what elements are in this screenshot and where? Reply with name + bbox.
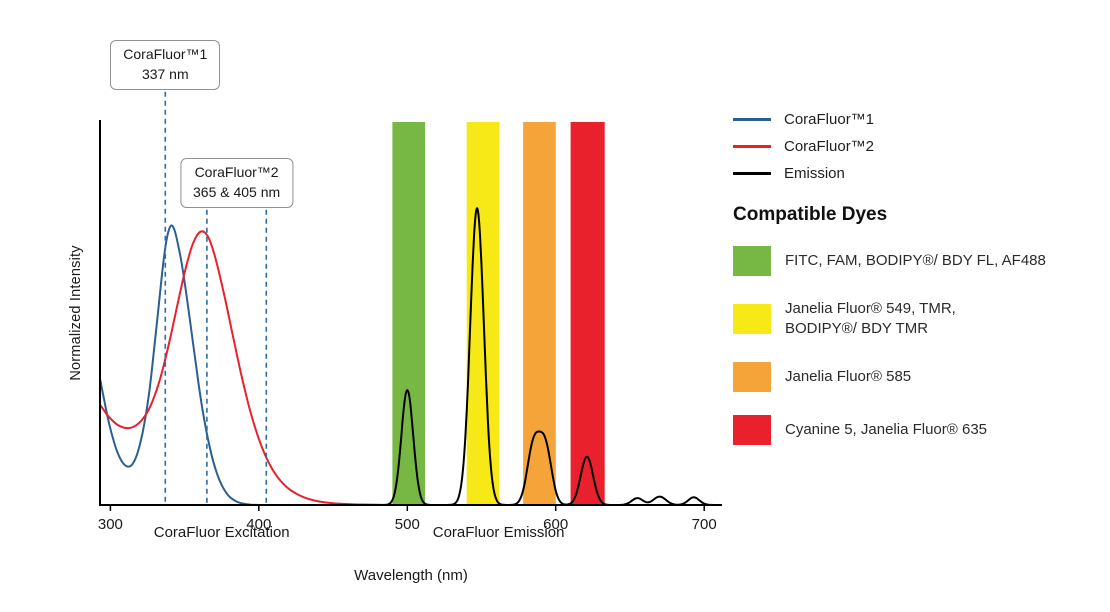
dye-color-swatch-red <box>733 414 771 445</box>
legend-item-emission: Emission <box>733 160 1095 187</box>
legend-line-swatch-emission <box>733 172 771 175</box>
x-tick-label: 600 <box>543 516 568 533</box>
dye-label: Janelia Fluor® 585 <box>785 367 912 385</box>
filter-bands-group <box>392 122 605 505</box>
callout-corafluor2-365-405nm: CoraFluor™2 365 & 405 nm <box>180 158 294 208</box>
filter-band-orange <box>523 122 556 505</box>
legend: CoraFluor™1 CoraFluor™2 Emission <box>733 106 1095 187</box>
legend-item-corafluor1: CoraFluor™1 <box>733 106 1095 133</box>
x-tick-label: 400 <box>246 516 271 533</box>
x-region-label-emission: CoraFluor Emission <box>432 524 565 541</box>
dye-label: Cyanine 5, Janelia Fluor® 635 <box>785 420 988 438</box>
legend-and-dyes-panel: CoraFluor™1 CoraFluor™2 Emission Compati… <box>733 106 1095 468</box>
x-region-label-excitation: CoraFluor Excitation <box>153 524 290 541</box>
legend-label: CoraFluor™1 <box>784 111 875 128</box>
callout-title: CoraFluor™1 <box>123 46 208 62</box>
excitation-marker-lines-group <box>164 91 268 505</box>
legend-line-swatch-corafluor2 <box>733 145 771 148</box>
x-axis-title: Wavelength (nm) <box>354 567 468 584</box>
legend-item-corafluor2: CoraFluor™2 <box>733 133 1095 160</box>
x-tick-label: 300 <box>98 516 123 533</box>
legend-line-swatch-corafluor1 <box>733 118 771 121</box>
legend-label: CoraFluor™2 <box>784 138 875 155</box>
dye-item-orange: Janelia Fluor® 585 <box>733 361 1095 392</box>
compatible-dyes-heading: Compatible Dyes <box>733 204 888 225</box>
legend-label: Emission <box>784 165 845 182</box>
callout-corafluor1-337nm: CoraFluor™1 337 nm <box>110 40 221 90</box>
x-tick-label: 700 <box>692 516 717 533</box>
callout-title: CoraFluor™2 <box>194 164 279 180</box>
dye-item-red: Cyanine 5, Janelia Fluor® 635 <box>733 414 1095 445</box>
dye-color-swatch-yellow <box>733 303 771 334</box>
y-axis-title: Normalized Intensity <box>68 245 84 381</box>
dye-label: FITC, FAM, BODIPY®/ BDY FL, AF488 <box>785 252 1046 270</box>
series-corafluor2-excitation <box>99 230 389 506</box>
filter-band-green <box>392 122 426 505</box>
series-corafluor1-excitation <box>99 224 260 506</box>
dye-color-swatch-orange <box>733 361 771 392</box>
axes-group: 300 400 500 600 700 <box>98 120 722 533</box>
filter-band-red <box>570 122 605 505</box>
spectra-chart: 300 400 500 600 700 <box>98 91 722 533</box>
dye-item-green: FITC, FAM, BODIPY®/ BDY FL, AF488 <box>733 246 1095 276</box>
callout-value: 337 nm <box>141 65 189 82</box>
dye-label: Janelia Fluor® 549, TMR, BODIPY®/ BDY TM… <box>785 300 956 337</box>
x-tick-label: 500 <box>395 516 420 533</box>
callout-value: 365 & 405 nm <box>193 183 281 200</box>
dye-item-yellow: Janelia Fluor® 549, TMR, BODIPY®/ BDY TM… <box>733 299 1095 339</box>
compatible-dyes-list: FITC, FAM, BODIPY®/ BDY FL, AF488 Janeli… <box>733 246 1095 445</box>
dye-color-swatch-green <box>733 246 771 276</box>
